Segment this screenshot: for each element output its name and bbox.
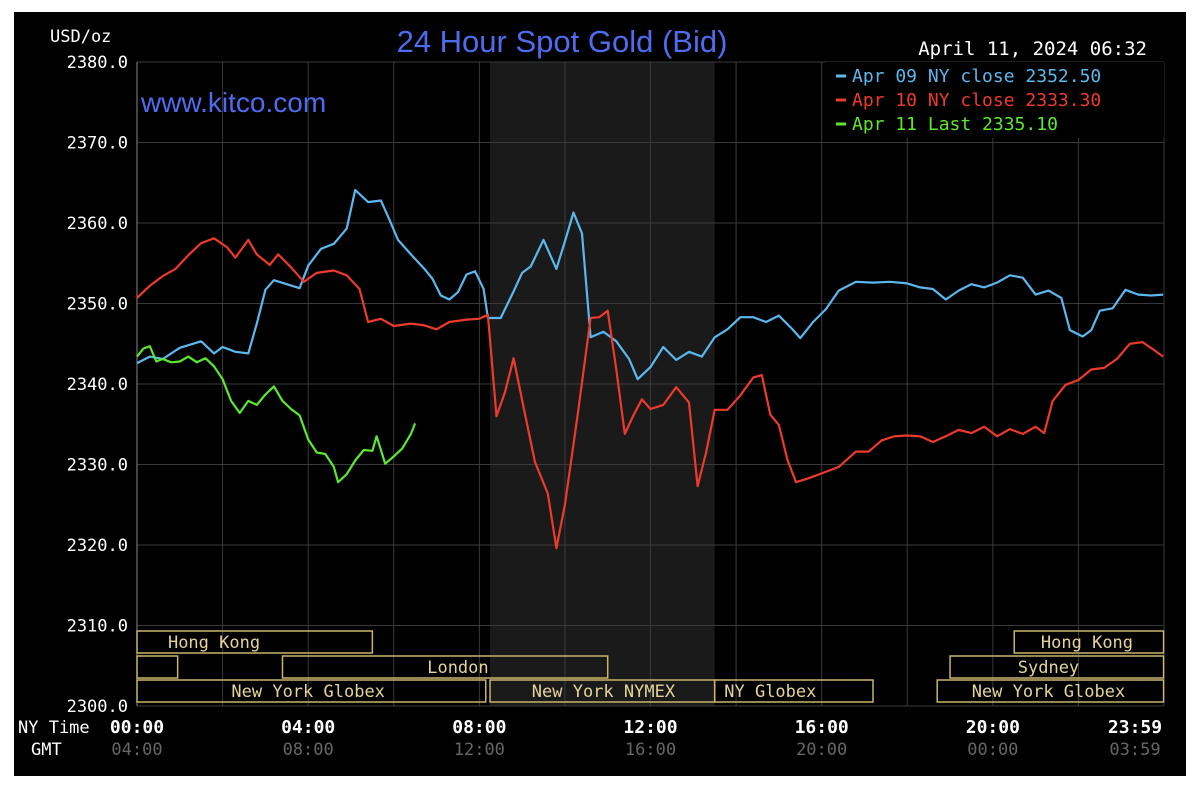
x-tick-ny: 16:00	[795, 717, 849, 738]
x-row-label-gmt: GMT	[31, 740, 62, 760]
x-tick-gmt: 12:00	[454, 740, 505, 760]
series-line-1	[136, 237, 1164, 550]
session-box	[1013, 630, 1165, 654]
session-box	[136, 655, 179, 679]
legend-entry: Apr 10 NY close 2333.30	[852, 90, 1101, 111]
x-tick-ny: 12:00	[623, 717, 677, 738]
y-tick-label: 2300.0	[67, 697, 128, 717]
y-axis-unit-label: USD/oz	[50, 27, 111, 47]
session-label: Hong Kong	[168, 633, 260, 653]
session-label: NY Globex	[724, 682, 816, 702]
session-box	[136, 630, 374, 654]
x-tick-gmt: 08:00	[283, 740, 334, 760]
y-tick-label: 2340.0	[67, 375, 128, 395]
watermark-url: www.kitco.com	[140, 87, 326, 118]
x-tick-ny: 04:00	[281, 717, 335, 738]
y-tick-label: 2310.0	[67, 617, 128, 637]
series-line-0	[136, 188, 1164, 381]
session-box	[136, 679, 487, 703]
series-line-2	[136, 345, 417, 484]
y-tick-label: 2320.0	[67, 536, 128, 556]
legend-entry: Apr 09 NY close 2352.50	[852, 66, 1101, 87]
x-tick-gmt: 16:00	[625, 740, 676, 760]
x-tick-ny: 20:00	[966, 717, 1020, 738]
session-box	[713, 679, 874, 703]
y-tick-label: 2350.0	[67, 295, 128, 315]
session-label: London	[427, 658, 488, 678]
x-tick-ny: 00:00	[110, 717, 164, 738]
session-box	[281, 655, 609, 679]
x-tick-gmt: 03:59	[1109, 740, 1160, 760]
legend-box	[826, 62, 1164, 138]
session-label: Hong Kong	[1041, 633, 1133, 653]
x-tick-gmt: 00:00	[967, 740, 1018, 760]
session-box	[949, 655, 1165, 679]
y-tick-label: 2380.0	[67, 53, 128, 73]
x-tick-ny: 08:00	[452, 717, 506, 738]
x-tick-ny: 23:59	[1108, 717, 1162, 738]
legend-entry: Apr 11 Last 2335.10	[852, 114, 1058, 135]
session-label: New York Globex	[231, 682, 385, 702]
session-label: New York Globex	[972, 682, 1126, 702]
x-tick-gmt: 20:00	[796, 740, 847, 760]
y-tick-label: 2360.0	[67, 214, 128, 234]
session-box	[936, 679, 1165, 703]
chart-timestamp: April 11, 2024 06:32	[918, 38, 1147, 60]
y-tick-label: 2330.0	[67, 456, 128, 476]
chart-title: 24 Hour Spot Gold (Bid)	[397, 24, 728, 59]
x-row-label-ny: NY Time	[18, 718, 90, 738]
x-tick-gmt: 04:00	[111, 740, 162, 760]
session-label: New York NYMEX	[532, 682, 676, 702]
session-label: Sydney	[1018, 658, 1079, 678]
legend: Apr 09 NY close 2352.50 Apr 10 NY close 2…	[826, 62, 1164, 138]
y-tick-label: 2370.0	[67, 134, 128, 154]
